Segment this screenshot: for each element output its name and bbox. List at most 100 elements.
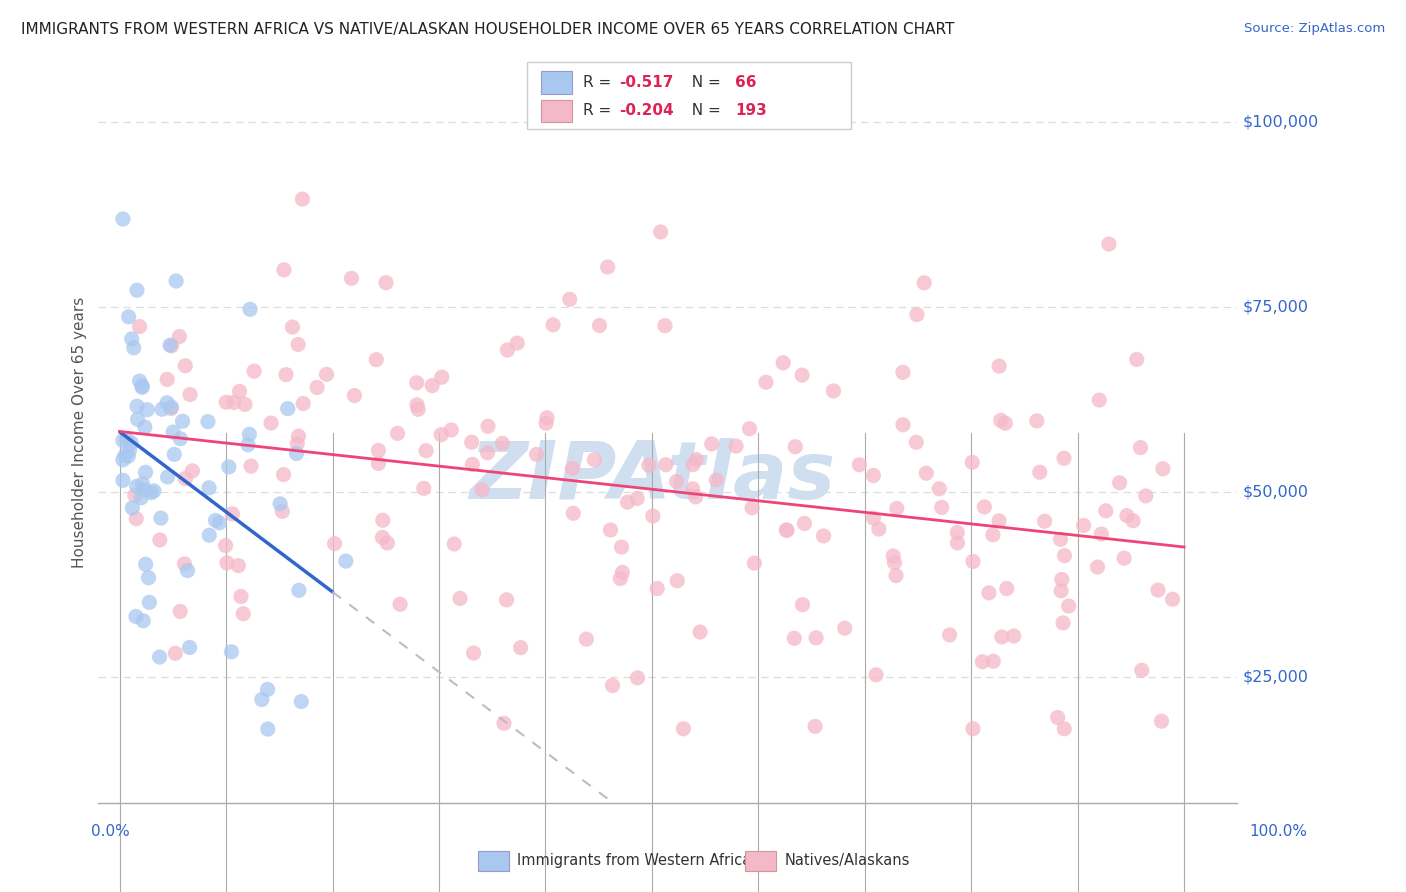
- Point: [609, 572, 631, 586]
- Point: [221, 507, 243, 521]
- Point: [973, 500, 995, 514]
- Point: [471, 483, 494, 497]
- Point: [666, 574, 689, 588]
- Text: R =: R =: [583, 75, 621, 89]
- Point: [506, 336, 529, 351]
- Point: [228, 558, 250, 573]
- Point: [125, 511, 148, 525]
- Point: [138, 595, 160, 609]
- Point: [165, 274, 187, 288]
- Point: [477, 446, 499, 460]
- Point: [165, 646, 187, 660]
- Point: [990, 413, 1012, 427]
- Point: [931, 500, 953, 515]
- Point: [1002, 629, 1025, 643]
- Point: [114, 449, 136, 463]
- Point: [172, 414, 194, 428]
- Point: [236, 438, 259, 452]
- Point: [117, 449, 139, 463]
- Point: [596, 260, 619, 274]
- Point: [125, 479, 148, 493]
- Point: [256, 722, 278, 736]
- Point: [654, 318, 676, 333]
- Point: [1029, 465, 1052, 479]
- Text: $100,000: $100,000: [1243, 114, 1319, 129]
- Point: [1090, 527, 1112, 541]
- Point: [122, 341, 145, 355]
- Point: [443, 537, 465, 551]
- Point: [1033, 514, 1056, 528]
- Point: [377, 536, 399, 550]
- Point: [1046, 710, 1069, 724]
- Point: [1050, 573, 1073, 587]
- Text: N =: N =: [682, 75, 730, 89]
- Point: [738, 422, 761, 436]
- Point: [118, 443, 141, 458]
- Point: [915, 466, 938, 480]
- Point: [575, 632, 598, 647]
- Point: [654, 458, 676, 472]
- Point: [477, 419, 499, 434]
- Point: [946, 525, 969, 540]
- Point: [134, 465, 156, 479]
- Point: [725, 439, 748, 453]
- Point: [240, 459, 263, 474]
- Point: [526, 447, 548, 461]
- Point: [176, 564, 198, 578]
- Point: [128, 374, 150, 388]
- Point: [117, 310, 139, 324]
- Point: [905, 435, 928, 450]
- Point: [886, 501, 908, 516]
- Text: R =: R =: [583, 103, 621, 118]
- Point: [700, 437, 723, 451]
- Text: ZIPAtlas: ZIPAtlas: [468, 438, 835, 516]
- Point: [1130, 663, 1153, 677]
- Point: [905, 308, 928, 322]
- Point: [129, 491, 152, 505]
- Point: [163, 447, 186, 461]
- Point: [1052, 615, 1074, 630]
- Point: [1126, 352, 1149, 367]
- Point: [430, 370, 453, 384]
- Point: [994, 416, 1017, 430]
- Point: [111, 212, 134, 227]
- Point: [420, 378, 443, 392]
- Point: [277, 401, 299, 416]
- Point: [250, 692, 273, 706]
- Point: [197, 415, 219, 429]
- Point: [115, 433, 138, 447]
- Point: [160, 400, 183, 414]
- Point: [641, 509, 664, 524]
- Point: [804, 719, 827, 733]
- Point: [125, 609, 148, 624]
- Point: [882, 549, 904, 563]
- Point: [150, 402, 173, 417]
- Point: [132, 614, 155, 628]
- Point: [387, 426, 409, 441]
- Point: [562, 506, 585, 520]
- Point: [174, 472, 197, 486]
- Point: [111, 434, 134, 448]
- Point: [1053, 722, 1076, 736]
- Point: [1122, 514, 1144, 528]
- Point: [132, 483, 155, 497]
- Point: [273, 467, 295, 482]
- Point: [823, 384, 845, 398]
- Point: [612, 566, 634, 580]
- Point: [271, 504, 294, 518]
- Point: [1129, 441, 1152, 455]
- Point: [792, 598, 814, 612]
- Point: [848, 458, 870, 472]
- Point: [689, 625, 711, 640]
- Point: [626, 491, 648, 506]
- Point: [682, 482, 704, 496]
- Text: IMMIGRANTS FROM WESTERN AFRICA VS NATIVE/ALASKAN HOUSEHOLDER INCOME OVER 65 YEAR: IMMIGRANTS FROM WESTERN AFRICA VS NATIVE…: [21, 22, 955, 37]
- Point: [1053, 451, 1076, 466]
- Point: [335, 554, 357, 568]
- Point: [1108, 475, 1130, 490]
- Point: [599, 523, 621, 537]
- Point: [491, 436, 513, 450]
- Point: [1115, 508, 1137, 523]
- Point: [287, 337, 309, 351]
- Point: [672, 722, 695, 736]
